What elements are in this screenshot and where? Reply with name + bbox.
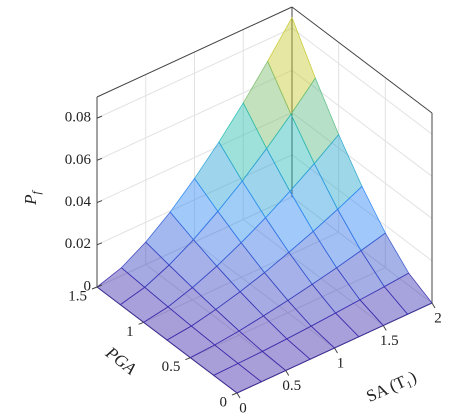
x-tick-label: 2 xyxy=(434,310,442,326)
grid-line xyxy=(291,27,433,135)
grid-line xyxy=(96,196,293,288)
x-axis-label: SA (T₁) xyxy=(363,367,419,406)
z-tick-label: 0.02 xyxy=(65,236,91,252)
x-tick-label: 0 xyxy=(239,400,247,416)
tick-mark xyxy=(96,242,103,246)
tick-mark xyxy=(185,357,191,361)
tick-mark xyxy=(382,325,387,331)
tick-mark xyxy=(96,200,103,204)
z-axis-label: Pf xyxy=(21,189,43,205)
tick-mark xyxy=(91,286,98,290)
z-tick-label: 0.06 xyxy=(65,152,92,168)
tick-mark xyxy=(231,392,238,396)
grid-line xyxy=(291,154,433,262)
surface-cell xyxy=(212,362,263,394)
y-tick-label: 0.5 xyxy=(162,359,181,375)
grid-line xyxy=(190,267,386,359)
surface xyxy=(96,16,433,394)
tick-mark xyxy=(334,347,338,354)
x-tick-label: 1.5 xyxy=(380,333,399,349)
y-tick-label: 0 xyxy=(220,394,228,410)
z-tick-label: 0 xyxy=(84,278,92,294)
x-tick-label: 0.5 xyxy=(282,378,301,394)
z-tick-label: 0.08 xyxy=(65,110,91,126)
y-tick-label: 1 xyxy=(126,324,134,340)
z-tick-label: 0.04 xyxy=(65,194,92,210)
tick-mark xyxy=(236,392,241,399)
grid-line xyxy=(291,69,433,177)
x-tick-label: 1 xyxy=(337,355,345,371)
z-axis-label-main: P xyxy=(21,194,40,205)
grid-line xyxy=(143,231,339,323)
tick-mark xyxy=(96,115,103,119)
grid-line xyxy=(242,219,384,326)
tick-mark xyxy=(285,370,290,376)
tick-mark xyxy=(96,157,103,161)
axis-edge xyxy=(96,6,293,98)
grid-line xyxy=(145,264,287,371)
tick-mark xyxy=(96,284,103,288)
y-axis-label: PGA xyxy=(101,342,140,378)
tick-mark xyxy=(431,302,436,309)
z-axis-label-sub: f xyxy=(29,189,43,194)
y-tick-label: 1.5 xyxy=(68,288,87,304)
grid-line xyxy=(194,241,335,349)
axis-edge xyxy=(291,6,433,114)
grid-line xyxy=(291,112,433,219)
tick-mark xyxy=(138,321,144,325)
